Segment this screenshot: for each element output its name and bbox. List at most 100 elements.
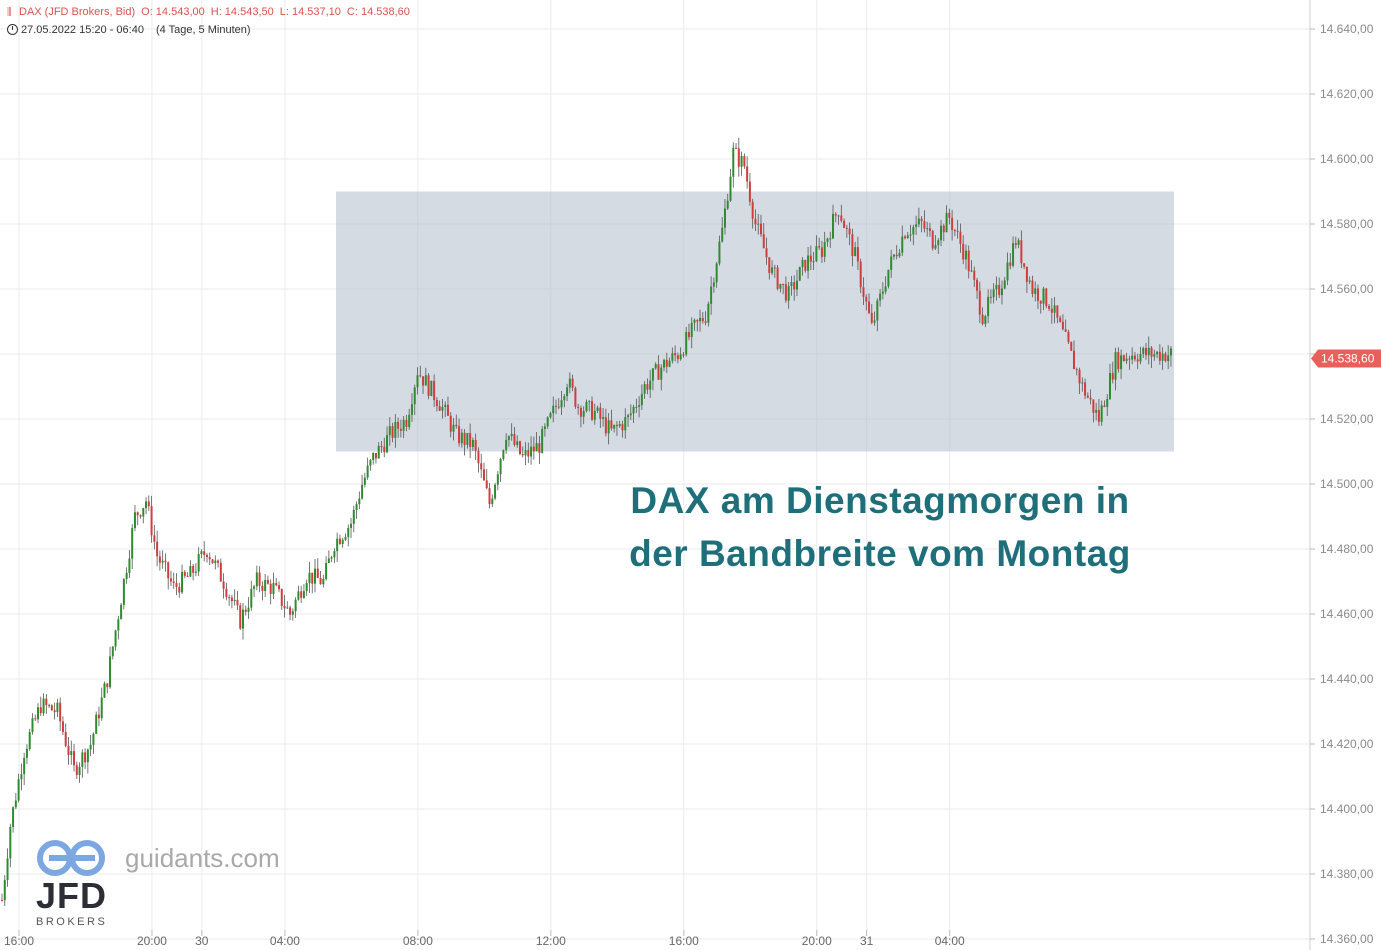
- candle-body: [455, 424, 458, 427]
- candle-body: [549, 413, 552, 418]
- x-tick-label: 31: [860, 934, 874, 948]
- candle-body: [441, 406, 444, 411]
- candle-body: [413, 387, 416, 405]
- candle-body: [671, 353, 674, 361]
- candle-body: [928, 228, 931, 232]
- candle-body: [31, 718, 34, 732]
- candle-body: [219, 562, 222, 582]
- candle-body: [854, 247, 857, 257]
- candle-body: [543, 426, 546, 430]
- candle-body: [940, 225, 943, 241]
- candle-body: [178, 586, 181, 593]
- x-tick-label: 20:00: [137, 934, 167, 948]
- candle-body: [832, 213, 834, 239]
- candle-body: [488, 488, 491, 505]
- candle-body: [615, 424, 618, 427]
- candle-body: [532, 446, 535, 452]
- candle-body: [239, 605, 242, 629]
- candle-body: [336, 538, 339, 552]
- candle-body: [496, 474, 499, 485]
- y-tick-label: 14.360,00: [1320, 932, 1374, 946]
- candle-body: [1167, 355, 1170, 362]
- candle-body: [482, 469, 485, 481]
- candle-body: [167, 562, 170, 579]
- candle-body: [1097, 409, 1100, 422]
- candle-body: [967, 250, 970, 272]
- candle-body: [358, 498, 361, 505]
- candle-body: [139, 515, 142, 517]
- candle-body: [192, 566, 195, 573]
- candle-body: [837, 215, 840, 217]
- candle-body: [1114, 352, 1117, 380]
- candle-body: [740, 155, 743, 167]
- price-tag-label: 14.538,60: [1321, 352, 1375, 366]
- candle-body: [469, 432, 472, 447]
- candle-body: [300, 591, 303, 598]
- candle-body: [840, 215, 843, 221]
- candle-body: [881, 291, 884, 294]
- candle-body: [1164, 353, 1167, 362]
- candle-body: [435, 399, 438, 407]
- candle-body: [591, 401, 594, 420]
- candle-body: [787, 286, 790, 301]
- candle-body: [676, 355, 679, 360]
- symbol-label: DAX (JFD Brokers, Bid): [19, 6, 136, 18]
- candle-body: [100, 697, 103, 719]
- y-tick-label: 14.400,00: [1320, 802, 1374, 816]
- candle-body: [211, 559, 214, 564]
- candle-body: [1169, 348, 1172, 356]
- candle-body: [909, 234, 912, 236]
- candle-body: [593, 410, 596, 420]
- candle-body: [499, 458, 502, 475]
- candle-body: [1136, 359, 1139, 362]
- candle-body: [1109, 372, 1111, 399]
- candle-body: [1, 900, 3, 901]
- candle-body: [754, 218, 757, 225]
- candle-body: [721, 227, 724, 242]
- candle-body: [477, 450, 480, 464]
- candle-body: [502, 450, 505, 459]
- y-tick-label: 14.500,00: [1320, 477, 1374, 491]
- candle-body: [627, 415, 630, 418]
- candle-body: [397, 421, 400, 429]
- candle-body: [640, 393, 643, 406]
- candle-body: [953, 230, 956, 232]
- candle-body: [876, 300, 879, 321]
- candle-body: [1081, 382, 1084, 384]
- candle-body: [535, 443, 538, 452]
- candle-body: [446, 404, 449, 416]
- candle-body: [757, 223, 760, 225]
- candle-body: [793, 282, 796, 290]
- annotation-line-2: der Bandbreite vom Montag: [629, 533, 1131, 574]
- candle-body: [1028, 280, 1031, 282]
- candle-body: [142, 508, 145, 517]
- candle-body: [75, 765, 78, 775]
- candle-body: [663, 359, 666, 368]
- candle-body: [338, 538, 341, 545]
- candle-body: [341, 539, 344, 545]
- candle-body: [380, 446, 383, 448]
- candle-body: [998, 284, 1001, 296]
- candle-body: [122, 579, 125, 605]
- candle-body: [815, 246, 818, 262]
- candle-body: [970, 270, 973, 272]
- candle-body: [109, 656, 112, 688]
- candle-body: [807, 255, 810, 271]
- candle-body: [1056, 305, 1059, 318]
- candle-body: [84, 752, 87, 763]
- candle-body: [81, 752, 84, 767]
- candle-body: [89, 744, 92, 750]
- candle-body: [920, 218, 923, 222]
- candle-body: [1103, 405, 1106, 408]
- candle-body: [765, 248, 768, 258]
- candle-body: [1120, 355, 1123, 370]
- candle-body: [568, 378, 571, 388]
- candle-body: [48, 705, 51, 707]
- candle-body: [1100, 405, 1103, 422]
- candle-body: [931, 231, 934, 249]
- candle-body: [563, 396, 566, 401]
- x-axis: 16:00 20:00 30 04:00 08:00 12:00 16:00 20:00 31 0…: [4, 930, 965, 948]
- candle-body: [973, 270, 976, 280]
- candle-body: [690, 322, 693, 338]
- candle-body: [743, 155, 746, 167]
